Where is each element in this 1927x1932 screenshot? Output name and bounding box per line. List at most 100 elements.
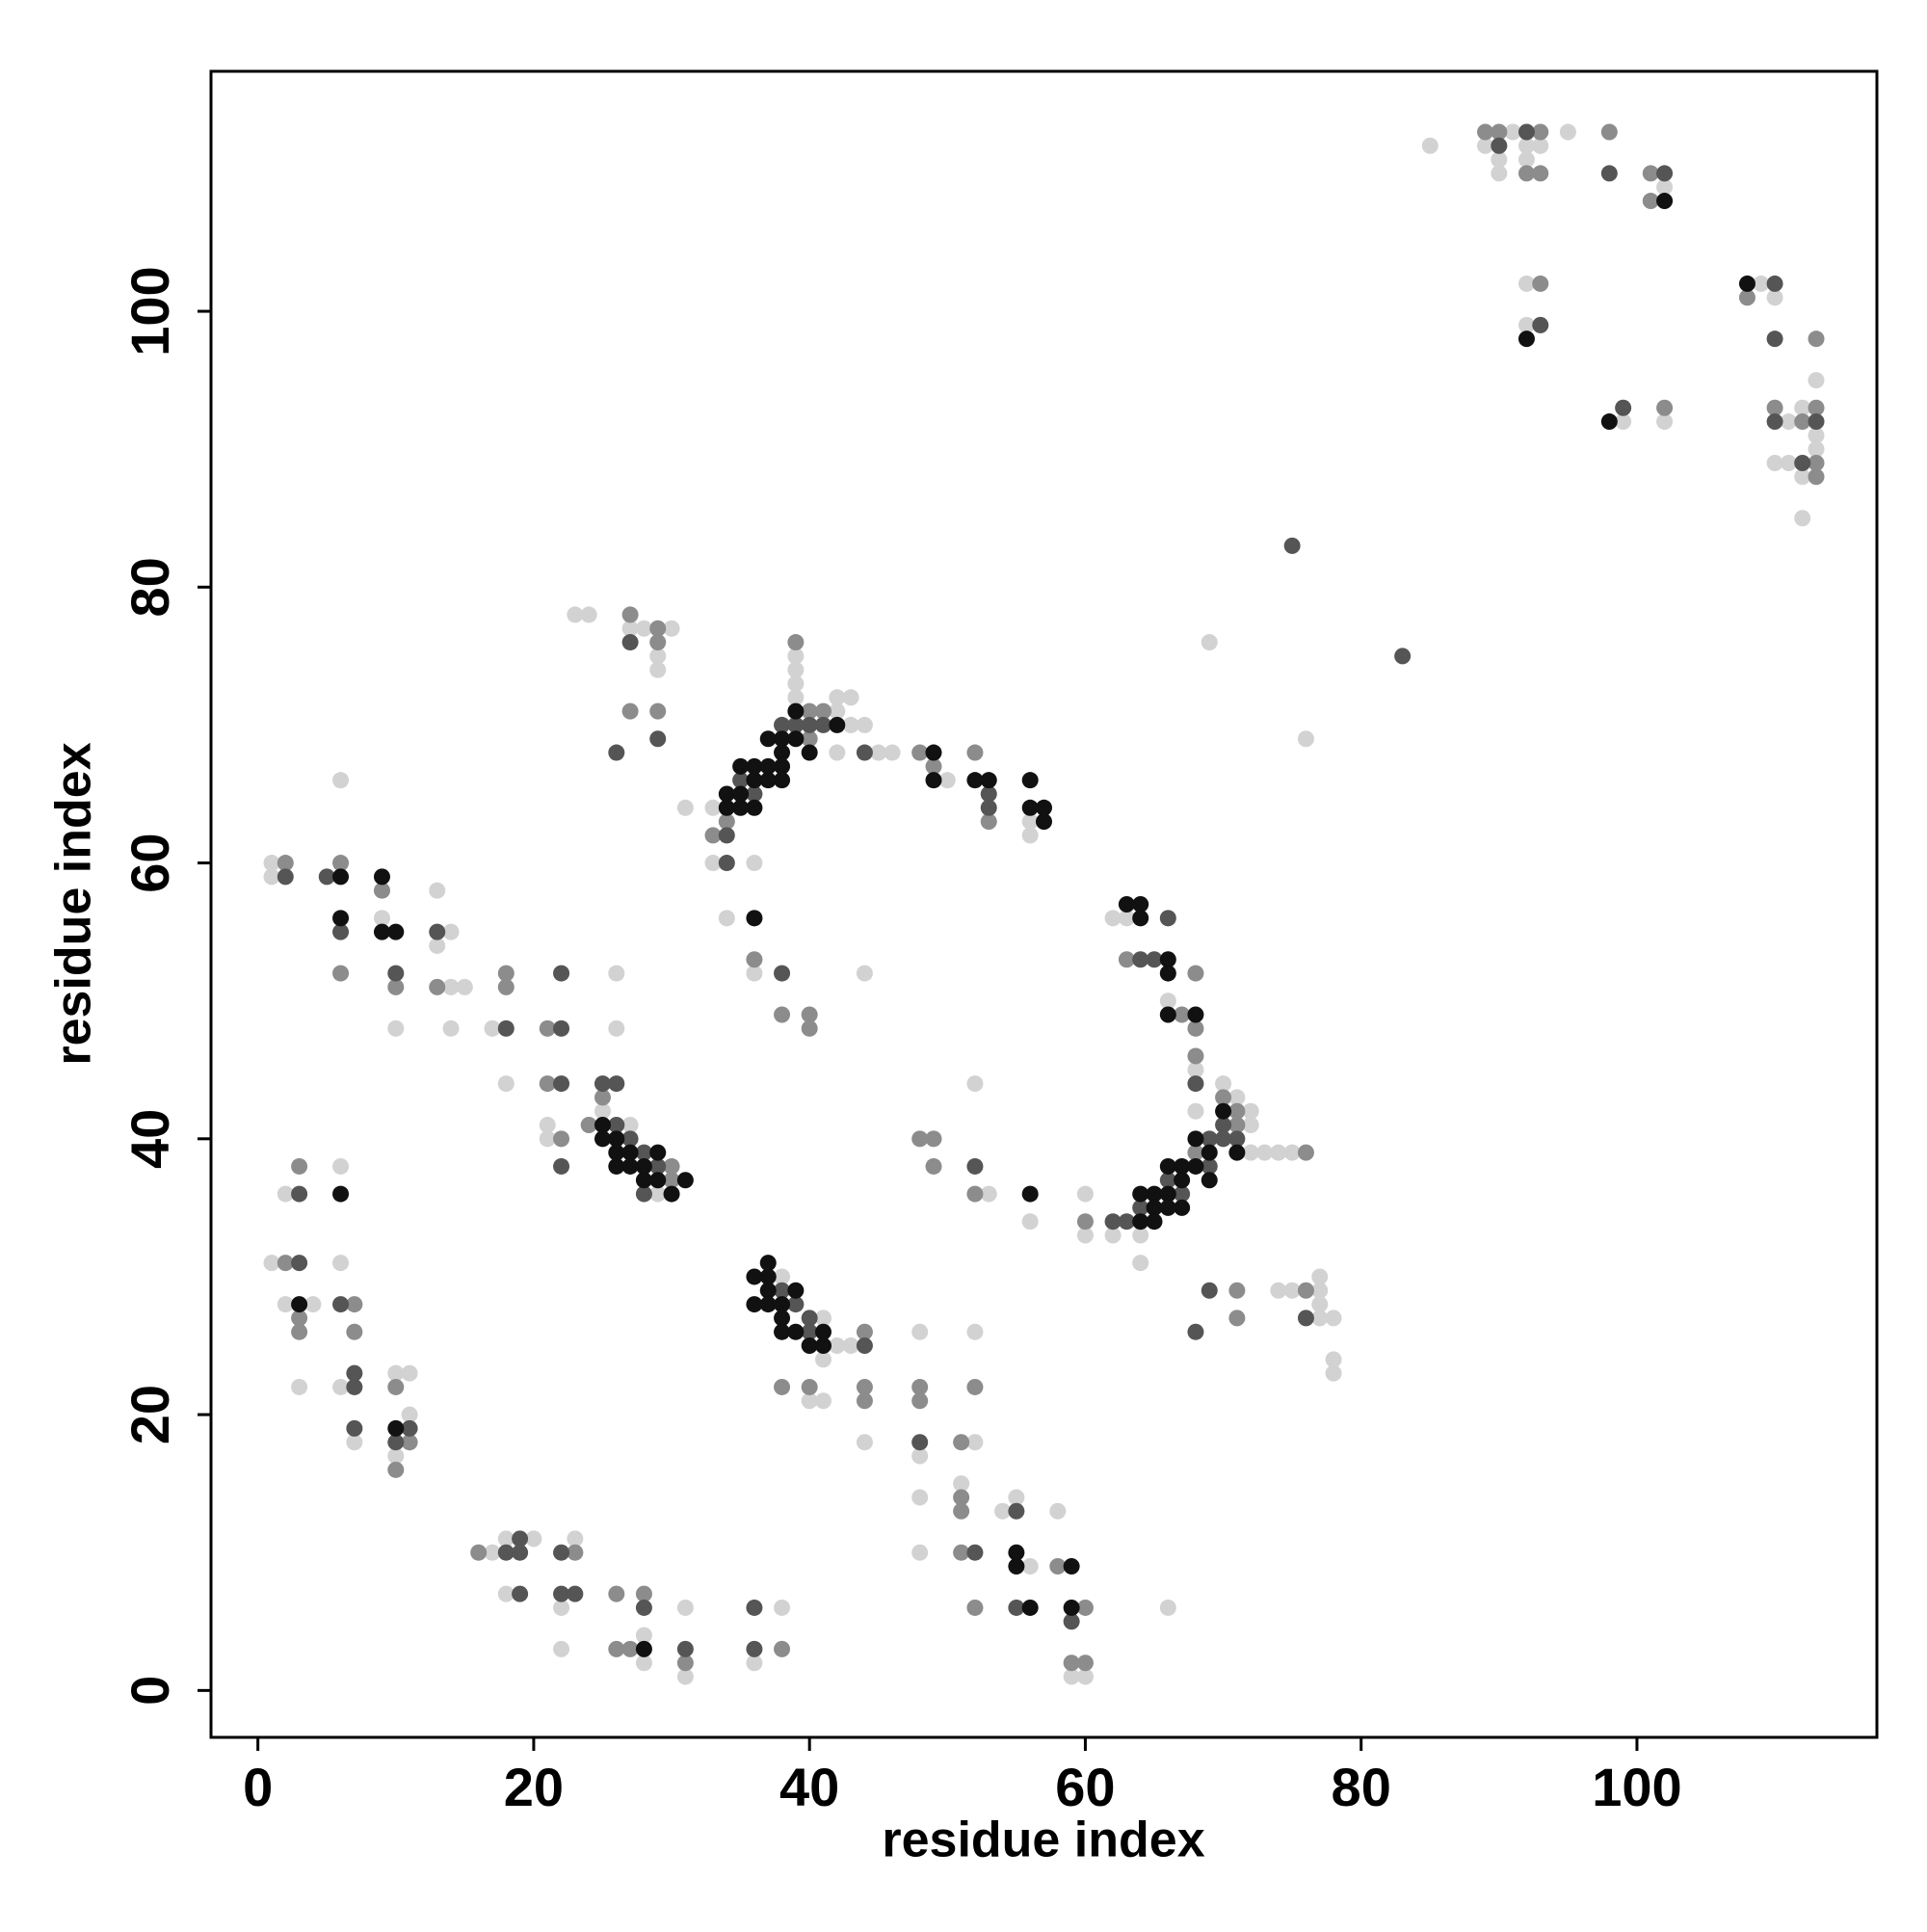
point <box>621 606 639 623</box>
point <box>980 772 997 789</box>
point <box>718 813 735 831</box>
point <box>1187 1047 1204 1065</box>
point <box>1780 413 1797 431</box>
point <box>801 1310 818 1327</box>
point <box>1132 1227 1149 1244</box>
point <box>829 744 846 761</box>
point <box>1159 965 1176 982</box>
point <box>1518 316 1535 333</box>
point <box>332 772 350 789</box>
point <box>1753 275 1770 292</box>
point <box>263 868 280 886</box>
point <box>1146 951 1163 968</box>
point <box>553 1157 570 1175</box>
point <box>801 730 818 748</box>
point <box>1132 1185 1149 1203</box>
point <box>1187 1144 1204 1161</box>
point <box>1808 454 1825 471</box>
point <box>277 1185 294 1203</box>
point <box>801 1392 818 1410</box>
point <box>1491 137 1508 154</box>
point <box>1187 1130 1204 1148</box>
point <box>925 1130 942 1148</box>
point <box>1228 1310 1246 1327</box>
point <box>1283 1282 1301 1299</box>
point <box>387 1419 405 1437</box>
point <box>1808 440 1825 458</box>
point <box>373 882 390 899</box>
point <box>884 744 901 761</box>
point <box>346 1434 363 1451</box>
point <box>787 1323 805 1340</box>
point <box>829 716 846 733</box>
point <box>1159 992 1176 1010</box>
point <box>332 868 350 886</box>
point <box>1242 1117 1259 1134</box>
point <box>346 1364 363 1382</box>
point <box>318 868 335 886</box>
y-tick-label: 0 <box>119 1676 180 1706</box>
point <box>732 757 750 775</box>
point <box>953 1502 970 1520</box>
point <box>1477 137 1494 154</box>
point <box>732 799 750 816</box>
point <box>608 1585 625 1602</box>
point <box>1201 1172 1218 1189</box>
point <box>911 1378 929 1395</box>
point <box>1187 1323 1204 1340</box>
point <box>829 689 846 706</box>
point <box>1559 123 1576 141</box>
point <box>787 716 805 733</box>
point <box>635 1627 652 1644</box>
point <box>814 1323 832 1340</box>
point <box>1118 951 1135 968</box>
point <box>1532 137 1549 154</box>
point <box>1021 827 1039 844</box>
point <box>1021 1599 1039 1616</box>
point <box>649 1172 667 1189</box>
point <box>1036 813 1052 831</box>
point <box>497 965 515 982</box>
point <box>746 799 763 816</box>
point <box>1021 799 1039 816</box>
point <box>842 716 859 733</box>
point <box>291 1157 308 1175</box>
point <box>856 716 873 733</box>
point <box>1504 123 1521 141</box>
point <box>953 1475 970 1493</box>
point <box>676 1599 694 1616</box>
point <box>856 1392 873 1410</box>
point <box>497 1019 515 1037</box>
point <box>553 1585 570 1602</box>
point <box>1808 399 1825 416</box>
point <box>621 1130 639 1148</box>
point <box>980 813 997 831</box>
point <box>1615 399 1632 416</box>
point <box>649 634 667 651</box>
point <box>553 965 570 982</box>
point <box>1008 1489 1025 1506</box>
point <box>1808 427 1825 444</box>
point <box>497 1585 515 1602</box>
point <box>567 1544 584 1561</box>
point <box>291 1296 308 1313</box>
point <box>594 1102 611 1120</box>
point <box>608 744 625 761</box>
point <box>1518 151 1535 169</box>
point <box>1104 1213 1122 1231</box>
point <box>801 1006 818 1023</box>
point <box>801 716 818 733</box>
point <box>608 1019 625 1037</box>
point <box>608 1075 625 1093</box>
point <box>787 648 805 665</box>
point <box>484 1544 501 1561</box>
point <box>774 1640 791 1657</box>
point <box>759 757 777 775</box>
point <box>373 910 390 927</box>
point <box>1201 634 1218 651</box>
point <box>787 1282 805 1299</box>
point <box>801 1378 818 1395</box>
point <box>787 634 805 651</box>
point <box>1808 468 1825 486</box>
point <box>332 1157 350 1175</box>
